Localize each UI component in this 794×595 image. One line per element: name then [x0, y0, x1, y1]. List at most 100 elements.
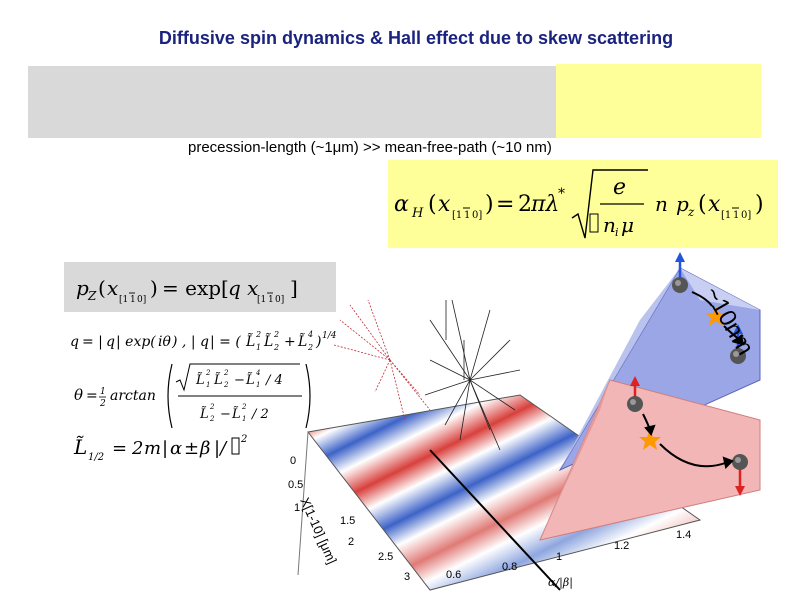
ratio-axis-label: α/|β| — [548, 576, 573, 590]
svg-text:2: 2 — [241, 403, 247, 411]
svg-text:): ) — [150, 276, 158, 300]
svg-text:n: n — [603, 213, 616, 237]
svg-text:πλ: πλ — [530, 192, 559, 217]
svg-text:1: 1 — [268, 295, 274, 305]
x-tick-3: 3 — [404, 571, 410, 583]
svg-text:−: − — [234, 373, 245, 388]
svg-text:= |: = | — [82, 334, 103, 350]
svg-text:| exp(: | exp( — [116, 334, 156, 350]
svg-text:) , |: ) , | — [171, 334, 196, 350]
svg-text:1: 1 — [256, 381, 260, 389]
svg-text:0]: 0] — [137, 295, 146, 305]
svg-text:2: 2 — [223, 369, 229, 377]
svg-text:2: 2 — [131, 438, 143, 459]
svg-text:4: 4 — [307, 330, 313, 339]
svg-text:2: 2 — [99, 399, 106, 409]
svg-text:x: x — [107, 276, 118, 300]
svg-text:n: n — [655, 192, 668, 216]
svg-text:2: 2 — [273, 343, 279, 352]
svg-text:q: q — [70, 334, 79, 350]
svg-text:p: p — [76, 276, 89, 300]
svg-text:(: ( — [428, 192, 437, 217]
svg-text:/ 4: / 4 — [264, 373, 283, 388]
svg-text:| = (: | = ( — [210, 334, 241, 350]
svg-text:z: z — [687, 205, 695, 219]
svg-text:α: α — [170, 438, 182, 459]
slide-subtitle: precession-length (~1μm) >> mean-free-pa… — [188, 139, 552, 156]
spin-polarization-formula: p Z ( x [1 1 0] ) = exp[ q x [1 1 0] ] — [64, 262, 336, 312]
scattering-arrows — [642, 291, 745, 469]
header-yellow-bar — [556, 64, 761, 138]
svg-text:q x: q x — [228, 276, 258, 300]
svg-text:H: H — [411, 206, 424, 221]
ratio-tick-0-8: 0.8 — [502, 561, 517, 573]
svg-text:/ 2: / 2 — [250, 407, 269, 422]
svg-text:p: p — [676, 192, 689, 216]
red-scattering-prism — [539, 379, 761, 541]
x-tick-1-5: 1.5 — [340, 515, 355, 527]
svg-text:1: 1 — [464, 210, 470, 221]
svg-text:[1: [1 — [257, 295, 266, 305]
svg-text:i: i — [615, 226, 619, 239]
svg-text:0]: 0] — [275, 295, 284, 305]
svg-text:α: α — [394, 192, 409, 217]
svg-text:L̃: L̃ — [297, 332, 307, 350]
svg-text:2: 2 — [273, 330, 279, 339]
svg-text:2: 2 — [209, 403, 215, 411]
svg-text:): ) — [485, 192, 494, 217]
x-tick-2-5: 2.5 — [378, 551, 393, 563]
svg-text:= exp[: = exp[ — [162, 276, 229, 300]
svg-text:0]: 0] — [741, 210, 751, 221]
header-gray-bar — [28, 66, 556, 138]
x-tick-0: 0 — [290, 455, 296, 467]
svg-text:1/2: 1/2 — [88, 452, 104, 463]
svg-text:L̃: L̃ — [73, 435, 87, 459]
svg-text:1: 1 — [206, 381, 210, 389]
svg-text:Z: Z — [87, 289, 97, 303]
svg-text:(: ( — [98, 276, 106, 300]
svg-text:L̃: L̃ — [195, 372, 205, 388]
ratio-tick-0-6: 0.6 — [446, 569, 461, 581]
spin-trajectory-spikes — [333, 299, 521, 451]
svg-text:): ) — [315, 334, 321, 350]
svg-text:=: = — [86, 388, 98, 404]
svg-text:L̃: L̃ — [263, 332, 273, 350]
svg-text:1: 1 — [256, 343, 261, 352]
ratio-tick-1-4: 1.4 — [676, 529, 691, 541]
svg-text:0]: 0] — [472, 210, 482, 221]
svg-text:]: ] — [290, 276, 298, 300]
svg-text:q: q — [200, 334, 209, 350]
svg-text:2: 2 — [307, 343, 313, 352]
svg-text:1: 1 — [100, 387, 106, 397]
svg-text:L̃: L̃ — [213, 372, 223, 388]
svg-text:L̃: L̃ — [245, 332, 255, 350]
svg-text:m: m — [144, 438, 161, 459]
spin-polarization-formula-graphic: p Z ( x [1 1 0] ) = exp[ q x [1 1 0] ] — [76, 276, 298, 305]
svg-text:1: 1 — [130, 295, 136, 305]
hall-angle-formula-graphic: α H ( x [1 1 0] ) = 2 πλ * e n i μ n p z… — [394, 169, 764, 239]
svg-text:2: 2 — [240, 434, 247, 445]
svg-text:2: 2 — [223, 381, 229, 389]
x-tick-1: 1 — [294, 502, 300, 514]
svg-text:θ: θ — [74, 386, 83, 404]
svg-text:−: − — [220, 407, 231, 422]
x-axis-label: X[1-10] [μm] — [297, 495, 340, 566]
svg-text:[1: [1 — [119, 295, 128, 305]
svg-text:arctan: arctan — [110, 388, 156, 404]
svg-text:4: 4 — [255, 369, 260, 377]
l-tilde-formula: L̃ 1/2 = 2 m | α ± β |/ 2 — [73, 434, 247, 463]
svg-text:[1: [1 — [721, 210, 731, 221]
svg-text:2: 2 — [255, 330, 261, 339]
svg-text:x: x — [708, 192, 721, 217]
svg-text:*: * — [558, 186, 565, 202]
spin-up-icons — [627, 252, 748, 496]
svg-text:1: 1 — [242, 415, 246, 423]
svg-text:2: 2 — [518, 192, 532, 217]
theta-formula: θ = 1 2 arctan L̃ 1 2 L̃ 2 2 − L̃ 1 4 / … — [74, 363, 311, 429]
x-tick-2: 2 — [348, 536, 354, 548]
svg-text:L̃: L̃ — [231, 406, 241, 422]
svg-text:L̃: L̃ — [245, 372, 255, 388]
svg-text:q: q — [106, 334, 115, 350]
svg-text:1: 1 — [733, 210, 739, 221]
